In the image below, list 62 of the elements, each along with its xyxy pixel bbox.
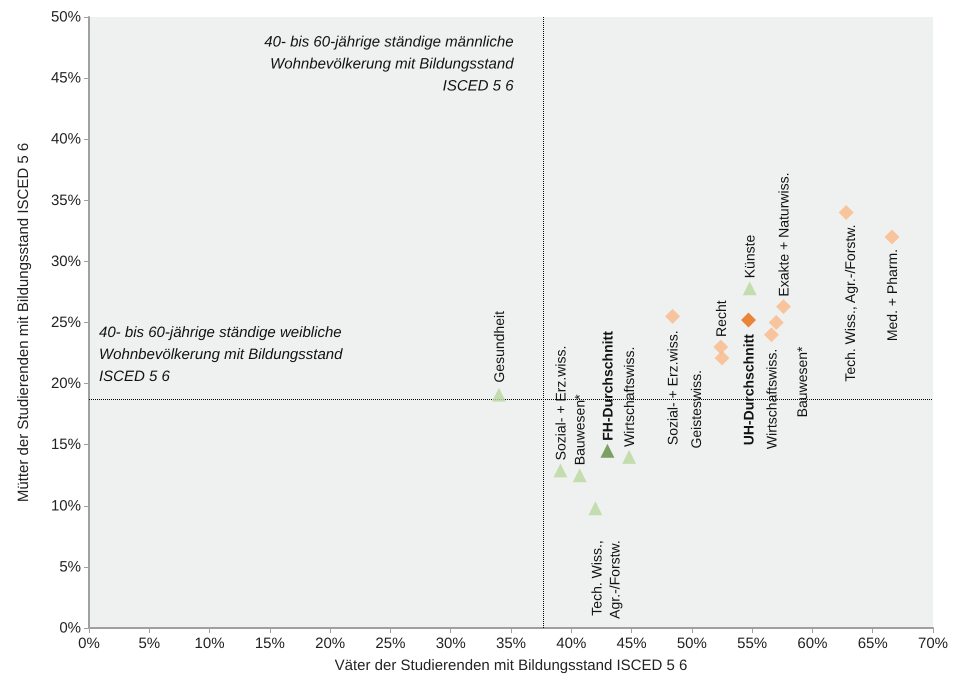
point — [838, 205, 854, 220]
x-tick-label: 35% — [496, 635, 526, 652]
point — [665, 308, 680, 324]
y-tick-label: 35% — [50, 192, 81, 209]
annotation: Med. + Pharm. — [884, 248, 900, 342]
x-tick-label: 40% — [556, 635, 586, 652]
ref-line-label: 40- bis 60-jährige ständige männliche Wohnbevölkerung mit Bildungsstand ISCED 5 6 — [264, 34, 514, 94]
annotation: Gesundheit — [490, 310, 507, 383]
annotation: Geisteswiss. — [688, 370, 704, 449]
x-tick-label: 45% — [616, 635, 647, 652]
y-tick-label: 40% — [50, 130, 81, 148]
point — [768, 315, 784, 330]
y-tick-label: 10% — [50, 497, 81, 514]
annotation: Wirtschaftswiss. — [763, 348, 780, 450]
x-axis-title: Väter der Studierenden mit Bildungsstand ISCED 5 6 — [334, 657, 688, 674]
annotation: Sozial- + Erz.wiss. — [552, 346, 568, 460]
y-tick-label: 25% — [50, 314, 81, 331]
point — [884, 229, 900, 244]
annotation: Künste — [742, 234, 758, 278]
x-tick-label: 10% — [194, 635, 225, 652]
annotation: UH-Durchschnitt — [740, 334, 757, 446]
point — [742, 281, 757, 296]
point — [622, 450, 636, 464]
x-tick-label: 0% — [78, 635, 100, 652]
point — [741, 312, 756, 328]
x-tick-label: 65% — [858, 635, 888, 652]
x-tick-label: 60% — [797, 635, 828, 652]
annotation: Tech. Wiss., Agr.-/Forstw. — [842, 224, 858, 382]
y-axis-title: Mütter der Studierenden mit Bildungsstand ISCED 5 6 — [15, 142, 32, 502]
point — [713, 339, 728, 354]
point — [776, 299, 791, 314]
y-tick-label: 20% — [50, 375, 81, 392]
x-tick-label: 15% — [254, 635, 285, 652]
y-tick-label: 45% — [50, 70, 81, 87]
point — [588, 501, 602, 516]
annotation: Bauwesen* — [794, 346, 810, 418]
x-tick-label: 25% — [375, 635, 406, 652]
annotation: Wirtschaftswiss. — [621, 346, 638, 447]
point — [764, 327, 779, 342]
annotation: Sozial- + Erz.wiss. — [664, 330, 681, 446]
annotation: FH-Durchschnitt — [599, 330, 616, 441]
x-tick-label: 5% — [138, 635, 160, 652]
x-tick-label: 20% — [315, 635, 346, 652]
point — [714, 350, 730, 366]
point — [572, 468, 587, 482]
annotation: Recht — [712, 300, 729, 337]
y-tick-label: 15% — [50, 436, 81, 454]
point — [553, 463, 568, 478]
annotation: Bauwesen* — [572, 394, 588, 466]
y-tick-label: 30% — [50, 252, 81, 270]
y-tick-label: 5% — [59, 558, 81, 576]
ref-line-label: 40- bis 60-jährige ständige weibliche Wohnbevölkerung mit Bildungsstand ISCED 5 6 — [99, 324, 344, 385]
x-tick-label: 50% — [676, 635, 707, 652]
x-tick-label: 55% — [737, 635, 768, 652]
x-tick-label: 70% — [918, 635, 948, 652]
x-tick-label: 30% — [436, 635, 466, 652]
annotation: Tech. Wiss., Agr.-/Forstw. — [588, 540, 622, 619]
point — [600, 444, 614, 458]
annotation: Exakte + Naturwiss. — [775, 172, 792, 297]
y-tick-label: 0% — [59, 620, 81, 636]
y-tick-label: 50% — [50, 8, 81, 26]
point — [492, 388, 506, 402]
